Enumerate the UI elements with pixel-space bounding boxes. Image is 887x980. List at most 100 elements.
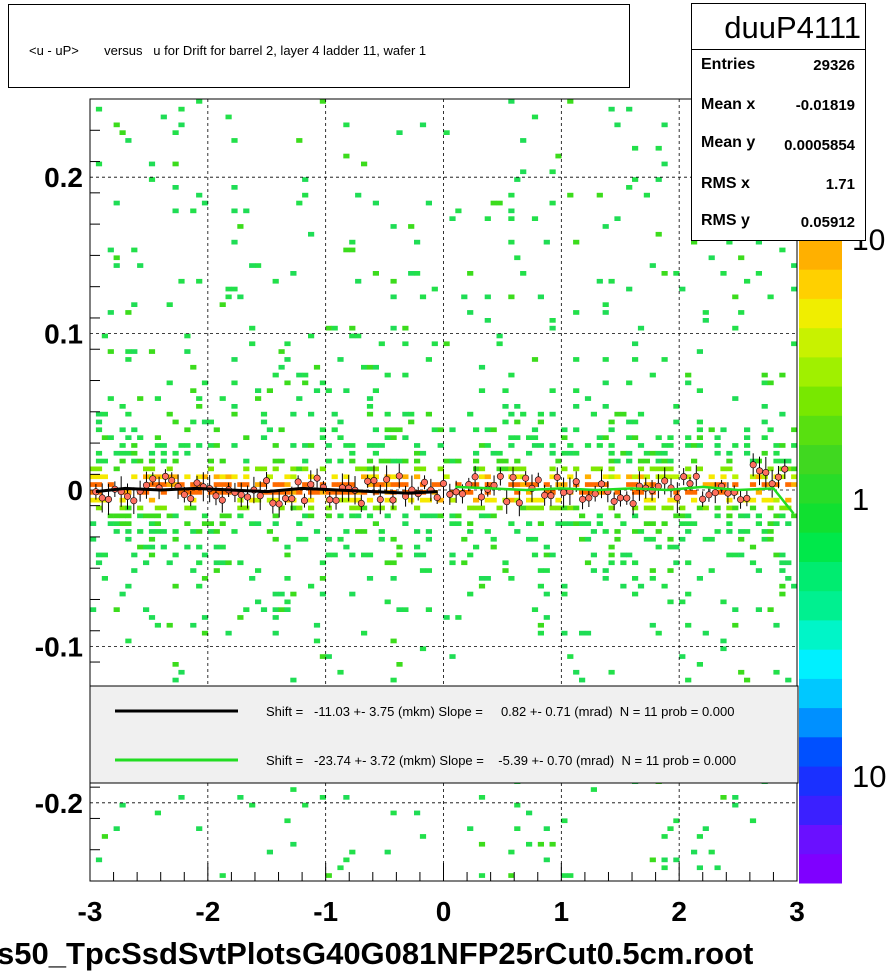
heatmap-cell — [231, 185, 238, 190]
heatmap-cell — [390, 677, 397, 683]
heatmap-cell — [284, 474, 291, 480]
heatmap-cell — [213, 544, 220, 550]
heatmap-cell — [349, 333, 356, 339]
heatmap-cell — [702, 536, 709, 542]
heatmap-cell — [219, 521, 226, 526]
heatmap-cell — [190, 388, 197, 393]
heatmap-cell — [673, 419, 680, 425]
heatmap-cell — [431, 286, 438, 292]
heatmap-cell — [278, 505, 285, 511]
heatmap-cell — [237, 513, 244, 519]
heatmap-cell — [496, 466, 503, 472]
profile-point — [370, 477, 378, 485]
heatmap-cell — [260, 411, 268, 417]
heatmap-cell — [160, 114, 167, 120]
histogram-name: duuP4111 — [724, 10, 861, 45]
heatmap-cell — [602, 474, 609, 480]
heatmap-cell — [343, 443, 350, 448]
heatmap-cell — [419, 450, 427, 456]
heatmap-cell — [160, 544, 167, 550]
heatmap-cell — [337, 482, 344, 487]
heatmap-cell — [237, 615, 244, 620]
heatmap-cell — [107, 396, 114, 401]
heatmap-cell — [337, 669, 344, 675]
colorbar-swatch — [799, 473, 842, 504]
heatmap-cell — [137, 505, 144, 511]
heatmap-cell — [679, 536, 686, 542]
heatmap-cell — [166, 474, 173, 480]
heatmap-cell — [502, 458, 509, 464]
heatmap-cell — [643, 521, 650, 526]
profile-point — [705, 491, 713, 499]
heatmap-cell — [502, 466, 509, 472]
heatmap-cell — [714, 450, 721, 456]
heatmap-cell — [508, 216, 515, 221]
heatmap-cell — [732, 505, 739, 511]
heatmap-cell — [555, 153, 562, 159]
heatmap-cell — [573, 427, 580, 433]
heatmap-cell — [449, 458, 456, 464]
heatmap-cell — [584, 443, 592, 448]
profile-point — [313, 474, 321, 482]
heatmap-cell — [272, 630, 279, 636]
heatmap-cell — [520, 169, 527, 175]
heatmap-cell — [584, 474, 592, 480]
heatmap-cell — [561, 435, 568, 440]
heatmap-cell — [773, 669, 780, 675]
heatmap-cell — [679, 505, 686, 511]
heatmap-cell — [361, 474, 368, 480]
heatmap-cell — [437, 443, 444, 448]
heatmap-cell — [508, 435, 515, 440]
heatmap-cell — [243, 505, 250, 511]
axes: -3 -2 -1 0 1 2 3 -0.2 -0.1 0 0.1 0.2 — [35, 98, 805, 927]
heatmap-cell — [313, 364, 321, 370]
heatmap-cell — [272, 513, 279, 519]
heatmap-cell — [172, 536, 179, 542]
heatmap-cell — [272, 490, 279, 495]
heatmap-cell — [225, 630, 232, 636]
heatmap-cell — [296, 490, 303, 495]
heatmap-cell — [207, 521, 214, 526]
heatmap-cell — [337, 513, 344, 519]
heatmap-cell — [290, 474, 297, 480]
heatmap-cell — [455, 482, 462, 487]
heatmap-cell — [573, 388, 580, 393]
heatmap-cell — [201, 521, 209, 526]
y-tick-label: -0.1 — [35, 631, 83, 662]
heatmap-cell — [696, 419, 703, 425]
heatmap-cell — [437, 513, 444, 519]
heatmap-cell — [196, 404, 203, 409]
colorbar-swatch — [799, 240, 842, 270]
heatmap-cell — [207, 529, 214, 534]
heatmap-cell — [190, 568, 197, 573]
heatmap-cell — [655, 630, 662, 636]
heatmap-cell — [119, 497, 126, 503]
heatmap-cell — [272, 482, 279, 487]
heatmap-cell — [443, 474, 450, 480]
heatmap-cell — [131, 427, 138, 433]
heatmap-cell — [537, 622, 544, 628]
heatmap-cell — [178, 278, 185, 284]
heatmap-cell — [172, 161, 179, 167]
heatmap-cell — [685, 677, 692, 683]
heatmap-cell — [408, 224, 415, 229]
heatmap-cell — [154, 435, 161, 440]
heatmap-cell — [372, 521, 379, 526]
heatmap-cell — [490, 450, 497, 456]
heatmap-cell — [243, 458, 250, 464]
heatmap-cell — [526, 482, 533, 487]
colorbar-swatch — [799, 590, 842, 621]
heatmap-cell — [284, 599, 291, 605]
heatmap-cell — [632, 490, 639, 495]
profile-point — [756, 467, 764, 475]
heatmap-cell — [372, 364, 379, 370]
profile-point — [364, 477, 372, 485]
heatmap-cell — [490, 513, 497, 519]
heatmap-cell — [302, 177, 309, 182]
heatmap-cell — [632, 474, 639, 480]
heatmap-cell — [549, 388, 556, 393]
heatmap-cell — [549, 841, 556, 847]
heatmap-cell — [608, 106, 615, 112]
heatmap-cell — [514, 490, 521, 495]
profile-point — [579, 495, 587, 503]
